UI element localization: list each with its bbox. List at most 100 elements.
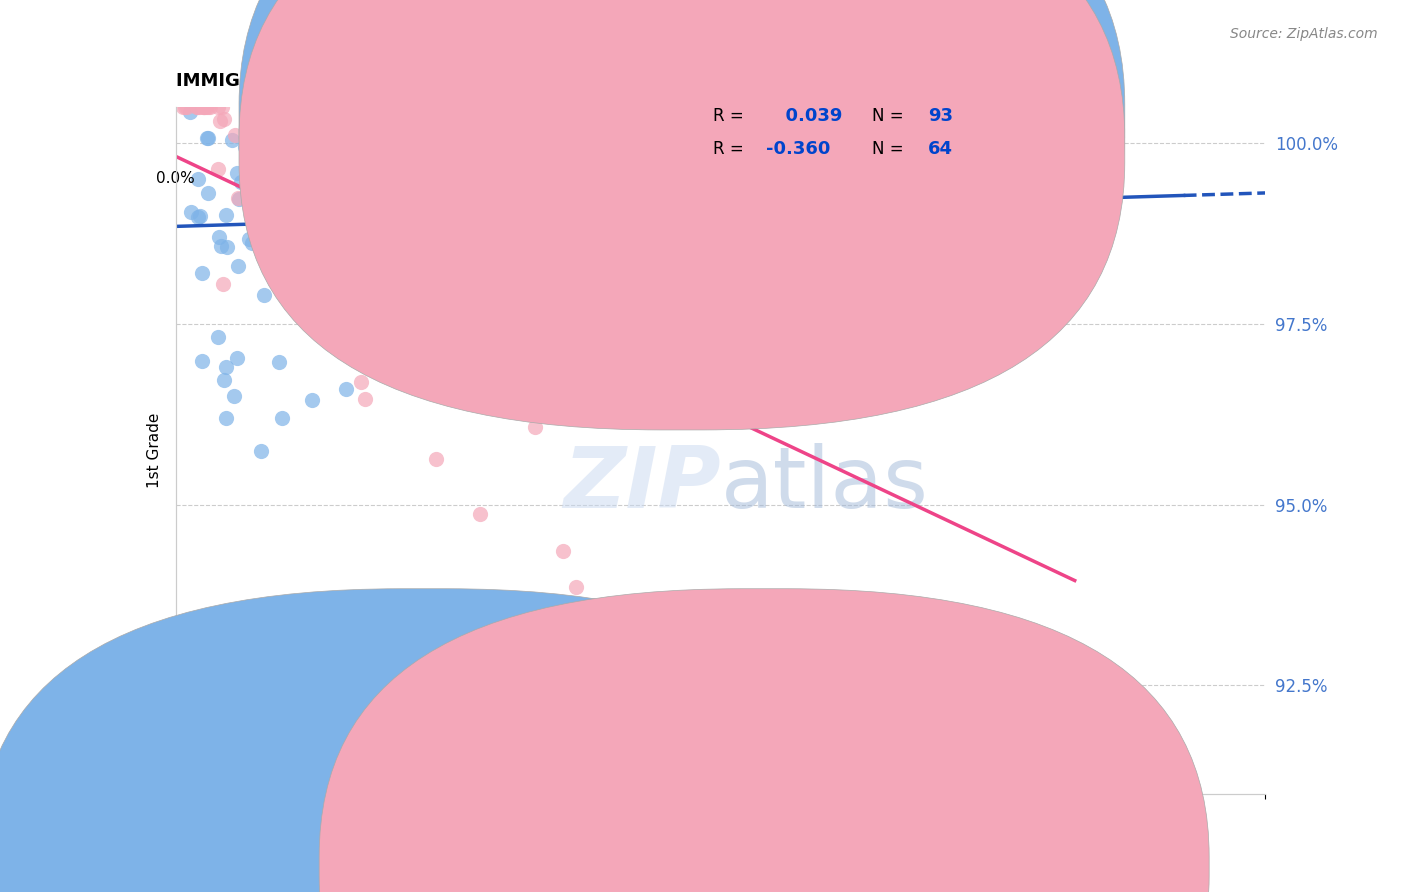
Point xyxy=(449,253,471,268)
Point xyxy=(290,147,312,161)
Point xyxy=(429,125,451,139)
Point xyxy=(198,100,221,114)
Text: atlas: atlas xyxy=(721,443,928,526)
Point xyxy=(420,256,443,270)
Point xyxy=(330,100,353,114)
Point xyxy=(235,140,257,154)
Point xyxy=(436,368,458,383)
Point xyxy=(270,410,292,425)
Point xyxy=(299,260,322,274)
Point xyxy=(425,451,447,466)
Point xyxy=(267,100,290,114)
Point xyxy=(246,113,269,128)
Point xyxy=(187,100,209,114)
Point xyxy=(212,373,235,387)
Point xyxy=(186,100,208,114)
Point xyxy=(367,277,389,292)
Point xyxy=(215,410,238,425)
Point xyxy=(344,224,367,238)
Point xyxy=(193,100,215,114)
Point xyxy=(226,191,249,205)
Point xyxy=(541,682,564,697)
Text: 93: 93 xyxy=(928,107,953,125)
Point xyxy=(238,100,260,114)
Point xyxy=(260,257,283,271)
Point xyxy=(444,242,467,256)
Point xyxy=(309,116,332,130)
Point xyxy=(191,100,214,114)
Point xyxy=(209,239,232,253)
Point xyxy=(301,109,323,123)
Point xyxy=(239,100,262,114)
Point xyxy=(329,204,352,219)
Text: IMMIGRANTS FROM TAIWAN VS IMMIGRANTS FROM LIBERIA 1ST GRADE CORRELATION CHART: IMMIGRANTS FROM TAIWAN VS IMMIGRANTS FRO… xyxy=(176,72,1121,90)
Point xyxy=(337,237,360,252)
Point xyxy=(224,128,246,142)
Point xyxy=(547,122,569,136)
Point xyxy=(380,198,402,212)
Point xyxy=(350,376,373,390)
Point xyxy=(357,104,380,119)
Point xyxy=(191,266,214,280)
Point xyxy=(228,192,250,206)
Point xyxy=(260,100,283,114)
Text: -0.360: -0.360 xyxy=(766,140,831,158)
Point xyxy=(314,100,336,114)
Point xyxy=(290,144,312,158)
Point xyxy=(311,216,333,230)
Point xyxy=(322,235,344,249)
Point xyxy=(307,197,329,211)
Point xyxy=(524,420,547,434)
Point xyxy=(176,100,198,114)
Point xyxy=(387,151,409,165)
Point xyxy=(195,100,218,114)
Point xyxy=(290,100,312,114)
Point xyxy=(299,254,322,268)
Point xyxy=(269,209,291,223)
Point xyxy=(240,235,263,250)
Point xyxy=(172,100,194,114)
Point xyxy=(322,219,344,234)
Point xyxy=(226,351,249,365)
Point xyxy=(270,125,292,139)
Point xyxy=(249,443,271,458)
Point xyxy=(484,317,506,331)
Point xyxy=(195,131,218,145)
Text: Immigrants from Liberia: Immigrants from Liberia xyxy=(779,858,965,872)
Point xyxy=(214,208,236,222)
Text: 0.039: 0.039 xyxy=(773,107,842,125)
Point xyxy=(226,260,249,274)
Point xyxy=(260,212,283,227)
Point xyxy=(697,173,720,187)
Text: Source: ZipAtlas.com: Source: ZipAtlas.com xyxy=(1230,27,1378,41)
Point xyxy=(340,188,363,202)
Point xyxy=(633,194,655,208)
Point xyxy=(222,389,245,403)
Point xyxy=(191,354,214,368)
Point xyxy=(339,244,361,259)
Point xyxy=(270,186,292,201)
Point xyxy=(425,142,447,156)
Point xyxy=(311,166,333,180)
Point xyxy=(319,286,342,301)
Point xyxy=(354,392,377,406)
Point xyxy=(361,205,384,219)
Point xyxy=(335,234,357,248)
Y-axis label: 1st Grade: 1st Grade xyxy=(146,413,162,488)
Point xyxy=(270,190,292,204)
Point xyxy=(335,382,357,396)
Point xyxy=(474,255,496,269)
Point xyxy=(375,100,398,114)
Point xyxy=(340,135,363,149)
Point xyxy=(208,229,231,244)
Point xyxy=(193,100,215,114)
Point xyxy=(179,105,201,120)
Text: 0.0%: 0.0% xyxy=(156,171,195,186)
Point xyxy=(468,508,491,522)
Point xyxy=(298,100,321,114)
Point xyxy=(307,156,329,170)
Point xyxy=(174,100,197,114)
Point xyxy=(250,199,273,213)
Point xyxy=(236,100,259,114)
Point xyxy=(190,209,212,223)
